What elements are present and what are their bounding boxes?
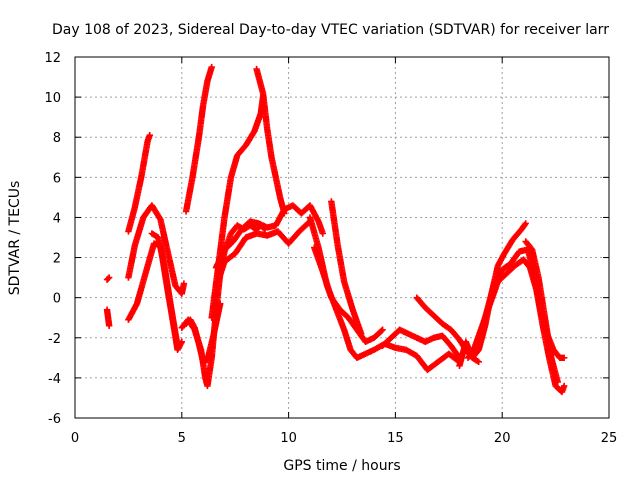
data-point-marker	[475, 358, 482, 366]
chart-title: Day 108 of 2023, Sidereal Day-to-day VTE…	[52, 22, 609, 38]
data-point-marker	[146, 132, 153, 139]
series-track-b	[103, 306, 113, 329]
y-tick-label: 8	[53, 131, 61, 146]
series-track-c	[125, 132, 153, 235]
y-tick-label: 12	[44, 51, 61, 66]
y-tick-label: -4	[48, 372, 61, 387]
data-point-marker	[217, 300, 224, 307]
series-track-i	[182, 300, 224, 366]
series-track-d	[125, 202, 188, 297]
y-tick-label: -2	[48, 332, 61, 347]
y-tick-label: 4	[53, 211, 61, 226]
y-axis-label: SDTVAR / TECUs	[7, 181, 23, 296]
series-track-o	[311, 244, 386, 345]
y-tick-label: -6	[48, 412, 61, 427]
x-tick-label: 0	[71, 431, 79, 446]
series-track-l	[212, 202, 326, 271]
data-point-marker	[378, 327, 385, 334]
data-point-marker	[521, 221, 529, 228]
series-track-k	[253, 65, 288, 217]
data-point-marker	[358, 330, 365, 337]
data-point-marker	[104, 275, 112, 282]
data-point-marker	[474, 357, 481, 365]
series-track-v	[522, 238, 561, 386]
data-point-marker	[174, 342, 181, 349]
data-point-marker	[560, 382, 568, 390]
x-tick-label: 10	[280, 431, 297, 446]
data-point-marker	[105, 274, 113, 281]
data-point-marker	[105, 322, 113, 329]
data-point-marker	[180, 280, 188, 287]
y-tick-labels: -6 -4 -2 0 2 4 6 8 10 12	[44, 51, 61, 427]
series-track-f	[148, 230, 181, 349]
series-track-h	[182, 63, 215, 215]
series-track-p	[328, 198, 365, 337]
data-point-marker	[560, 354, 568, 362]
y-tick-label: 0	[53, 292, 61, 307]
plot-frame	[74, 56, 610, 419]
data-point-marker	[379, 326, 386, 333]
x-tick-label: 20	[494, 431, 511, 446]
x-tick-label: 25	[601, 431, 618, 446]
y-tick-label: 10	[44, 91, 61, 106]
data-points	[103, 63, 568, 396]
y-tick-label: 6	[53, 171, 61, 186]
x-tick-label: 15	[387, 431, 404, 446]
series-track-q	[379, 326, 463, 362]
y-tick-label: 2	[53, 252, 61, 267]
series-track-m	[212, 218, 314, 291]
data-point-marker	[522, 220, 529, 227]
x-axis-label: GPS time / hours	[283, 458, 400, 474]
data-point-marker	[319, 230, 326, 237]
data-point-marker	[208, 63, 215, 71]
x-tick-labels: 0 5 10 15 20 25	[71, 431, 617, 446]
x-tick-label: 5	[178, 431, 186, 446]
data-point-marker	[554, 378, 561, 386]
series-track-a	[103, 274, 113, 283]
